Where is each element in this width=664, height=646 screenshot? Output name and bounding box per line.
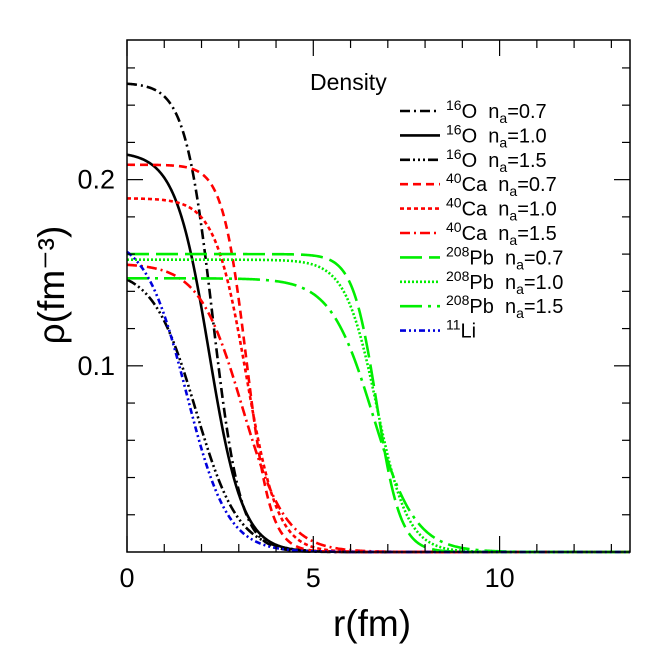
x-tick-label: 5 <box>306 563 321 593</box>
x-tick-label: 10 <box>485 563 515 593</box>
legend-label-4: 40Ca na=1.0 <box>446 195 557 224</box>
x-axis-title: r(fm) <box>333 603 411 644</box>
y-tick-label: 0.2 <box>77 165 115 195</box>
plot-frame <box>126 39 631 553</box>
y-tick-label: 0.1 <box>77 351 115 381</box>
legend-label-5: 40Ca na=1.5 <box>446 219 557 248</box>
legend-label-9: 11Li <box>446 317 476 343</box>
legend-label-6: 208Pb na=0.7 <box>446 243 563 272</box>
legend-label-3: 40Ca na=0.7 <box>446 170 557 199</box>
y-axis-title: ρ(fm⁻³) <box>31 226 72 345</box>
legend-label-7: 208Pb na=1.0 <box>446 268 563 297</box>
series-line-7 <box>127 258 630 554</box>
y-tick-labels: 0.1 0.2 <box>77 165 115 381</box>
legend-label-0: 16O na=0.7 <box>446 97 547 126</box>
legend-title: Density <box>310 69 387 95</box>
series-line-2 <box>126 278 630 554</box>
x-tick-label: 0 <box>119 563 134 593</box>
x-tick-labels: 0 5 10 <box>119 563 514 593</box>
legend-label-8: 208Pb na=1.5 <box>446 292 563 321</box>
legend-label-2: 16O na=1.5 <box>446 146 547 175</box>
legend-label-1: 16O na=1.0 <box>446 121 547 150</box>
series-line-8 <box>127 277 630 554</box>
